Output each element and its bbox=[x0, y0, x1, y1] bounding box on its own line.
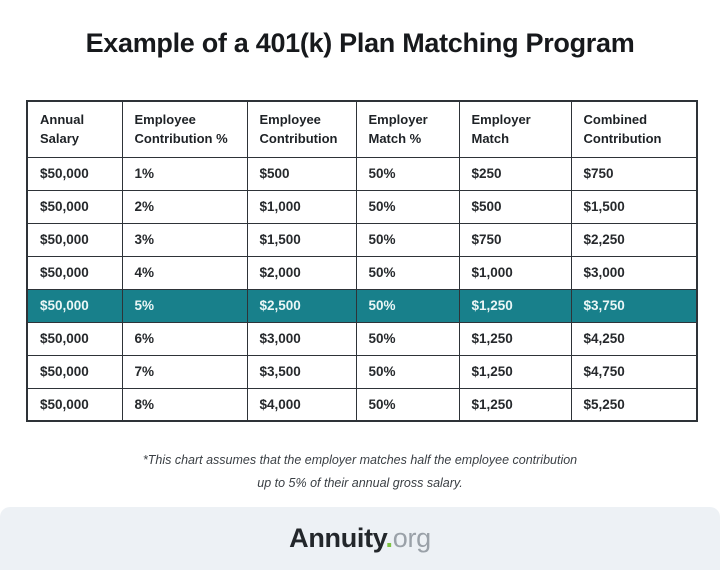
cell-employer-match-pct: 50% bbox=[355, 354, 460, 389]
cell-employer-match: $1,250 bbox=[458, 321, 572, 356]
cell-employer-match: $250 bbox=[458, 156, 572, 191]
matching-program-table: Annual Salary Employee Contribution % Em… bbox=[26, 100, 698, 422]
cell-annual-salary: $50,000 bbox=[26, 354, 123, 389]
cell-annual-salary: $50,000 bbox=[26, 255, 123, 290]
cell-annual-salary: $50,000 bbox=[26, 222, 123, 257]
cell-annual-salary: $50,000 bbox=[26, 189, 123, 224]
cell-combined-contribution: $2,250 bbox=[570, 222, 698, 257]
table-row: $50,000 7% $3,500 50% $1,250 $4,750 bbox=[26, 354, 698, 389]
cell-annual-salary: $50,000 bbox=[26, 321, 123, 356]
cell-employee-contribution: $3,000 bbox=[246, 321, 357, 356]
cell-combined-contribution: $1,500 bbox=[570, 189, 698, 224]
header-employer-match-pct: Employer Match % bbox=[355, 100, 460, 158]
cell-employer-match: $1,250 bbox=[458, 288, 572, 323]
cell-employee-contribution-pct: 6% bbox=[121, 321, 248, 356]
cell-employee-contribution: $4,000 bbox=[246, 387, 357, 422]
footnote-line-1: *This chart assumes that the employer ma… bbox=[142, 453, 578, 467]
cell-combined-contribution: $3,750 bbox=[570, 288, 698, 323]
cell-employer-match: $750 bbox=[458, 222, 572, 257]
header-combined-contribution: Combined Contribution bbox=[570, 100, 698, 158]
header-annual-salary: Annual Salary bbox=[26, 100, 123, 158]
header-employee-contribution: Employee Contribution bbox=[246, 100, 357, 158]
cell-combined-contribution: $3,000 bbox=[570, 255, 698, 290]
table-row: $50,000 8% $4,000 50% $1,250 $5,250 bbox=[26, 387, 698, 422]
cell-employer-match-pct: 50% bbox=[355, 321, 460, 356]
table-row-highlighted: $50,000 5% $2,500 50% $1,250 $3,750 bbox=[26, 288, 698, 323]
table-row: $50,000 1% $500 50% $250 $750 bbox=[26, 156, 698, 191]
cell-employee-contribution-pct: 8% bbox=[121, 387, 248, 422]
cell-employee-contribution-pct: 2% bbox=[121, 189, 248, 224]
page-title: Example of a 401(k) Plan Matching Progra… bbox=[85, 28, 635, 58]
cell-annual-salary: $50,000 bbox=[26, 288, 123, 323]
cell-annual-salary: $50,000 bbox=[26, 156, 123, 191]
cell-employer-match-pct: 50% bbox=[355, 288, 460, 323]
logo-dot: . bbox=[385, 523, 394, 553]
cell-employee-contribution-pct: 1% bbox=[121, 156, 248, 191]
cell-combined-contribution: $750 bbox=[570, 156, 698, 191]
cell-employee-contribution-pct: 7% bbox=[121, 354, 248, 389]
logo-suffix-text: org bbox=[392, 523, 431, 553]
cell-employee-contribution-pct: 3% bbox=[121, 222, 248, 257]
annuity-org-logo: Annuity.org bbox=[289, 523, 431, 554]
table-header-row: Annual Salary Employee Contribution % Em… bbox=[26, 100, 698, 158]
cell-employee-contribution: $3,500 bbox=[246, 354, 357, 389]
cell-employee-contribution: $1,500 bbox=[246, 222, 357, 257]
cell-employer-match: $1,000 bbox=[458, 255, 572, 290]
footnote-line-2: up to 5% of their annual gross salary. bbox=[257, 476, 463, 491]
cell-employer-match: $1,250 bbox=[458, 387, 572, 422]
cell-employer-match: $1,250 bbox=[458, 354, 572, 389]
cell-employee-contribution: $1,000 bbox=[246, 189, 357, 224]
table-row: $50,000 4% $2,000 50% $1,000 $3,000 bbox=[26, 255, 698, 290]
cell-employee-contribution: $2,000 bbox=[246, 255, 357, 290]
header-employee-contribution-pct: Employee Contribution % bbox=[121, 100, 248, 158]
cell-combined-contribution: $5,250 bbox=[570, 387, 698, 422]
cell-employer-match-pct: 50% bbox=[355, 387, 460, 422]
logo-brand-text: Annuity bbox=[289, 523, 386, 553]
table-row: $50,000 6% $3,000 50% $1,250 $4,250 bbox=[26, 321, 698, 356]
cell-employee-contribution-pct: 5% bbox=[121, 288, 248, 323]
table-row: $50,000 2% $1,000 50% $500 $1,500 bbox=[26, 189, 698, 224]
cell-employer-match-pct: 50% bbox=[355, 189, 460, 224]
cell-annual-salary: $50,000 bbox=[26, 387, 123, 422]
cell-employer-match-pct: 50% bbox=[355, 255, 460, 290]
footer-band: Annuity.org bbox=[0, 507, 720, 570]
cell-employee-contribution-pct: 4% bbox=[121, 255, 248, 290]
cell-employee-contribution: $2,500 bbox=[246, 288, 357, 323]
cell-combined-contribution: $4,250 bbox=[570, 321, 698, 356]
chart-footnote: *This chart assumes that the employer ma… bbox=[0, 449, 720, 495]
cell-combined-contribution: $4,750 bbox=[570, 354, 698, 389]
cell-employer-match-pct: 50% bbox=[355, 222, 460, 257]
header-employer-match: Employer Match bbox=[458, 100, 572, 158]
table-row: $50,000 3% $1,500 50% $750 $2,250 bbox=[26, 222, 698, 257]
cell-employer-match-pct: 50% bbox=[355, 156, 460, 191]
cell-employer-match: $500 bbox=[458, 189, 572, 224]
cell-employee-contribution: $500 bbox=[246, 156, 357, 191]
